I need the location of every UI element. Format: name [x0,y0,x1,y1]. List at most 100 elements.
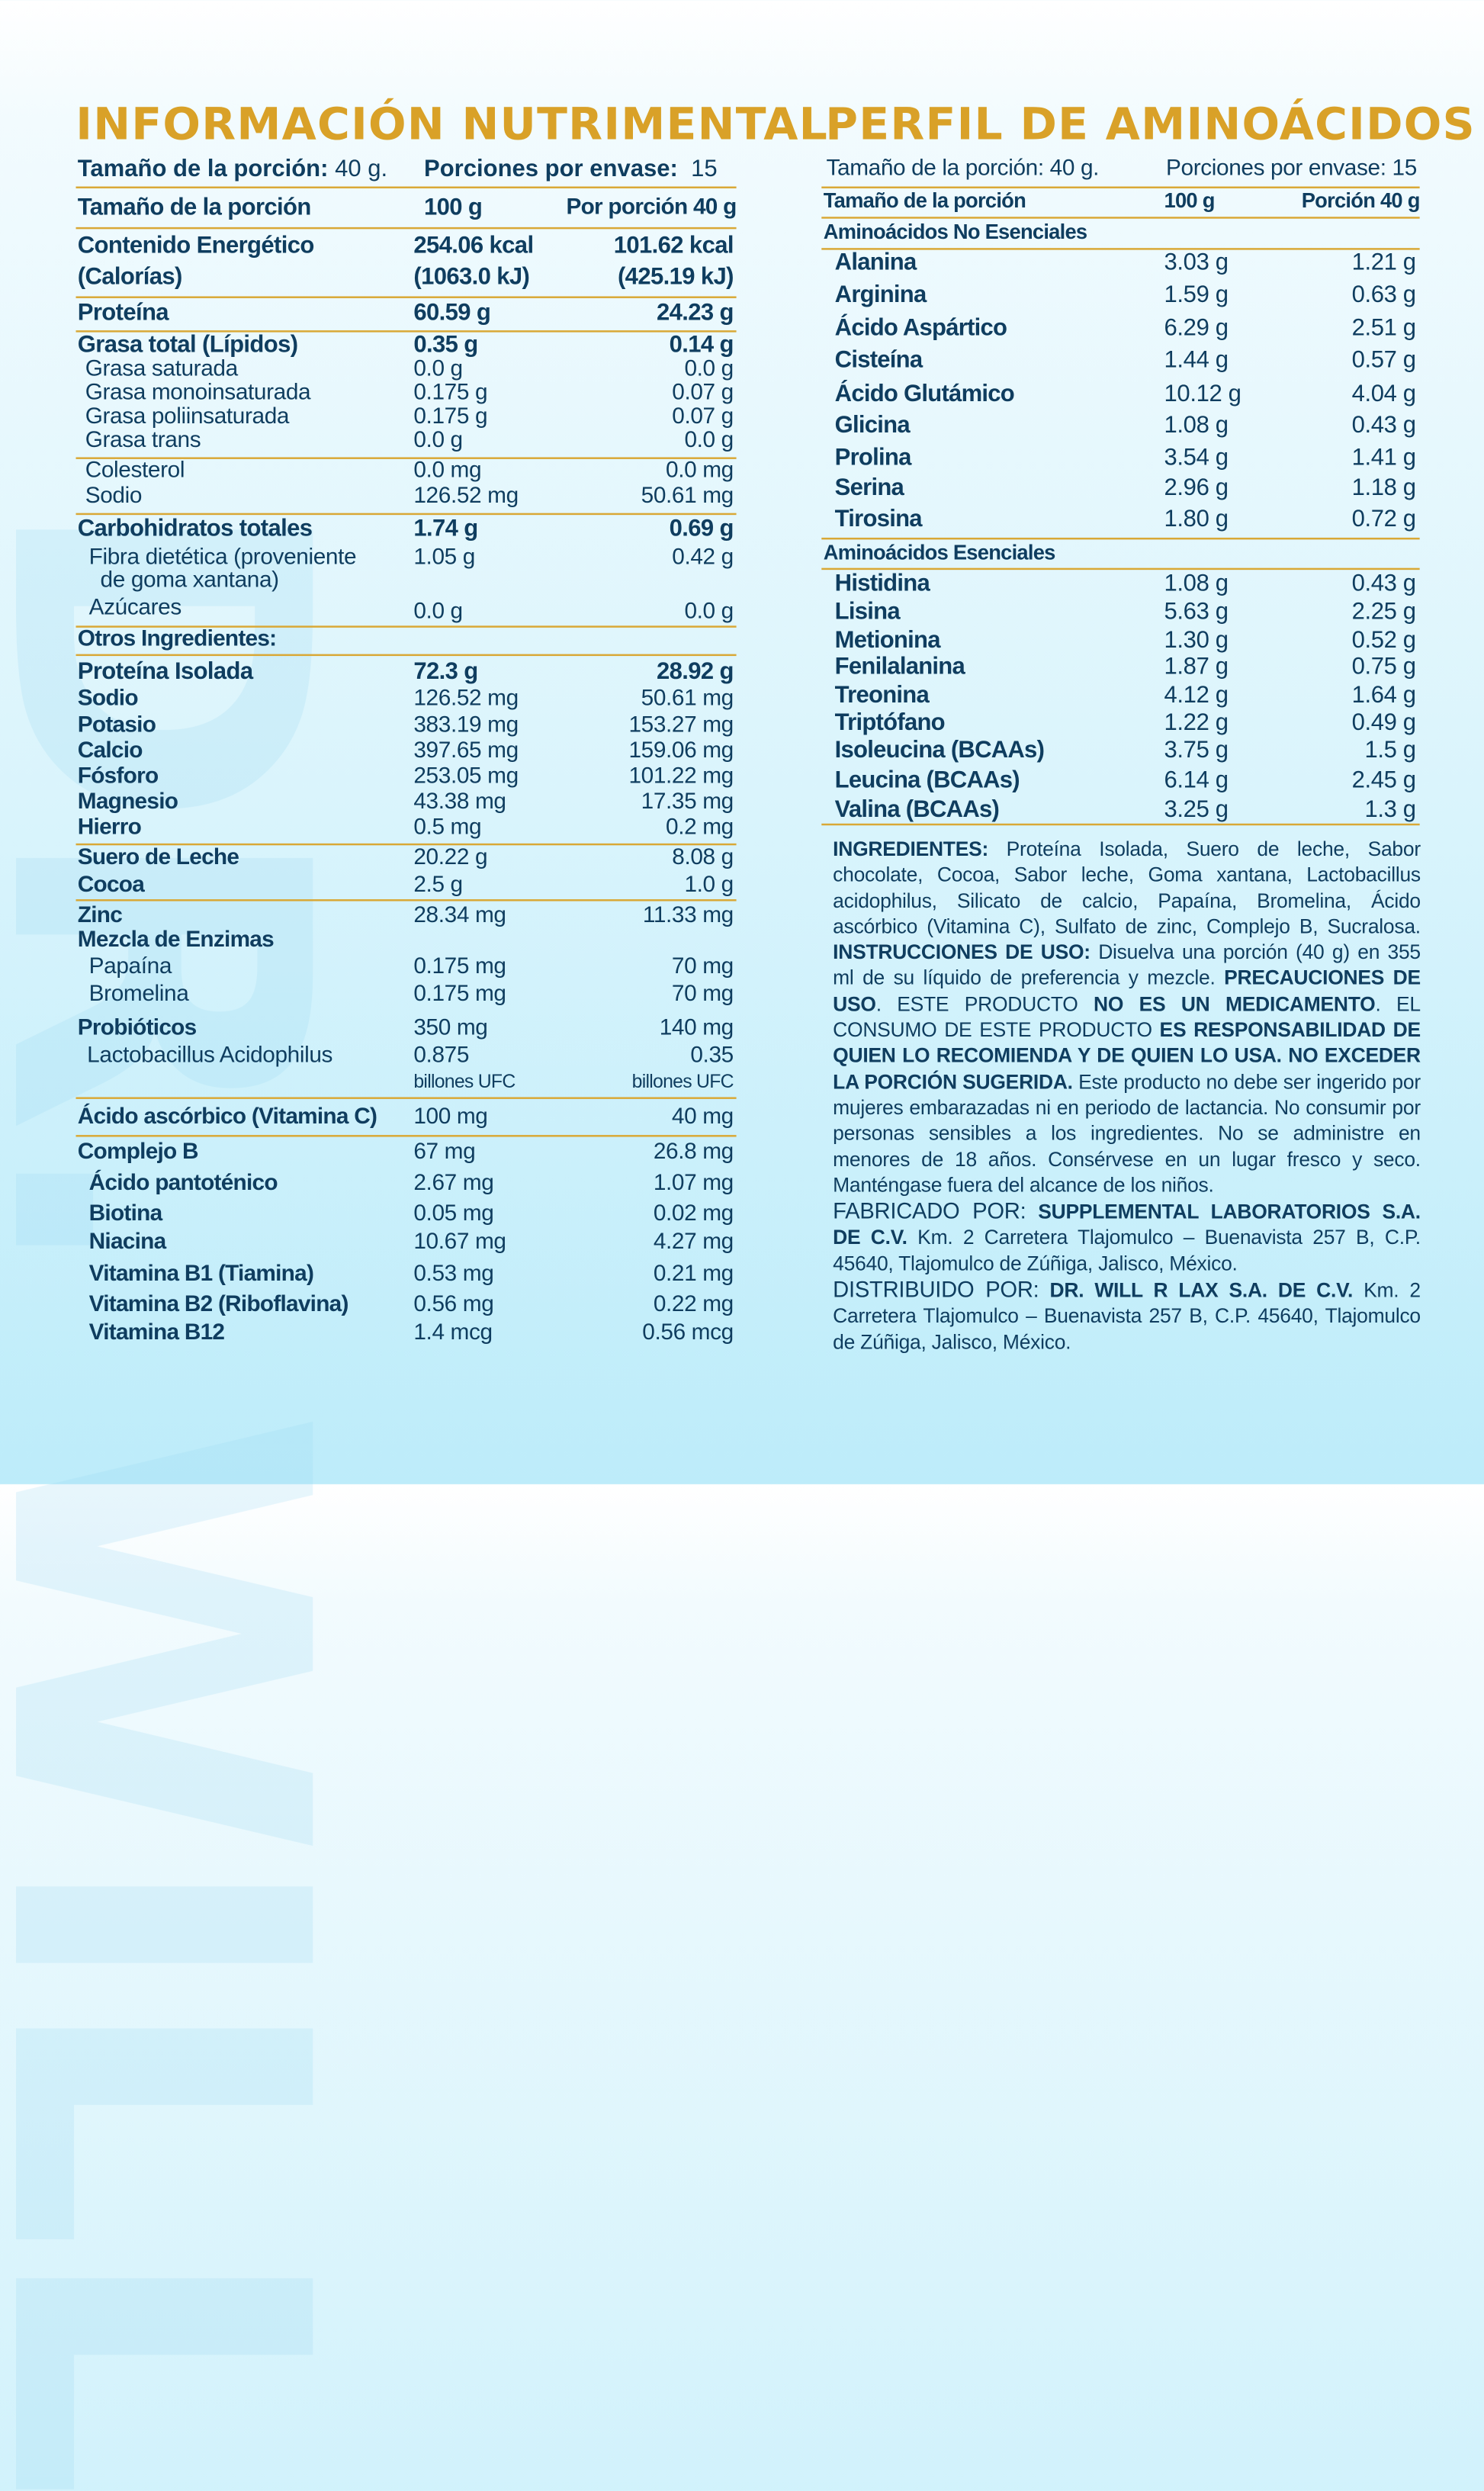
nutrition-row-value-portion: 0.0 g [684,355,734,382]
divider-line [75,330,737,333]
legal-text-segment: DISTRIBUIDO POR: [833,1277,1039,1302]
nutrition-row-value-portion: 0.56 mcg [642,1319,734,1345]
nutrition-row-label: Lactobacillus Acidophilus [87,1042,333,1068]
nutrition-row-value-100g: 0.35 g [413,331,478,358]
nutrition-row-value-100g: 0.175 g [413,379,488,406]
essential-amino-value-100g: 3.75 g [1164,736,1229,763]
essential-amino-value-portion: 0.75 g [1351,653,1416,680]
amino-serving-value: 40 g. [1049,155,1100,182]
nutrition-row-value-portion: 28.92 g [656,657,734,685]
essential-amino-label: Fenilalanina [834,653,965,680]
nutrition-row-value-portion: 1.07 mg [653,1169,734,1196]
nutrition-row-value-100g: 43.38 mg [413,788,506,815]
nutrition-row-value-100g: 0.175 g [413,403,488,429]
nutrition-row-label: Carbohidratos totales [77,515,313,542]
divider-line [821,217,1420,219]
nutrition-header-label: Tamaño de la porción [77,194,312,221]
essential-title: Aminoácidos Esenciales [823,540,1056,564]
nutrition-row-value-portion: 1.0 g [684,872,734,898]
nutrition-row-value-100g: 1.4 mcg [413,1319,493,1345]
amino-header-portion: Porción 40 g [1301,188,1421,213]
nutrition-row-label: Sodio [77,685,139,712]
nutrition-row-value-100g: (1063.0 kJ) [413,263,530,290]
amino-serving-label: Tamaño de la porción: [826,155,1044,182]
divider-line [821,823,1420,826]
essential-amino-label: Metionina [834,626,941,654]
non-essential-amino-label: Prolina [834,444,912,471]
divider-line [75,457,737,459]
nutrition-row-value-portion: 0.07 g [672,403,734,429]
nutrition-row-value-portion: 70 mg [671,953,734,979]
nutrition-row-value-portion: 0.69 g [669,515,734,542]
nutrition-row-value-portion: 70 mg [671,980,734,1007]
nutrition-row-label: Potasio [77,712,156,738]
non-essential-amino-value-portion: 1.18 g [1351,474,1416,501]
essential-amino-value-100g: 1.08 g [1164,570,1229,596]
non-essential-amino-value-portion: 0.63 g [1351,281,1416,308]
nutrition-row-value-portion: 140 mg [659,1014,734,1040]
nutrition-row-label: Magnesio [77,788,178,815]
non-essential-amino-value-100g: 1.80 g [1164,505,1229,532]
essential-amino-value-100g: 3.25 g [1164,796,1229,823]
nutrition-serving-line: Tamaño de la porción: 40 g. [78,153,387,184]
divider-line [75,654,737,657]
nutrition-row-value-portion: 0.21 mg [653,1261,734,1287]
nutrition-row-value-100g: 0.0 g [413,426,463,453]
serving-value: 40 g. [335,155,388,182]
nutrition-row-label: Vitamina B12 [88,1319,225,1345]
non-essential-amino-label: Glicina [834,411,911,439]
nutrition-row-value-portion: 26.8 mg [653,1139,734,1165]
nutrition-row-label: Cocoa [77,872,145,898]
nutrition-row-label: Grasa monoinsaturada [85,379,311,406]
nutrition-row-label: Sodio [85,482,143,509]
essential-amino-value-portion: 1.5 g [1364,736,1417,763]
nutrition-row-value-100g: 0.0 mg [413,457,482,483]
legal-text-bold: SUPPLEMENTAL LABORATORIOS S.A. DE C.V. [833,1200,1421,1249]
divider-line [75,227,737,230]
non-essential-amino-value-100g: 1.08 g [1164,411,1229,439]
divider-line [75,625,737,628]
nutrition-row-label: Grasa total (Lípidos) [77,331,298,358]
legal-text-segment: Proteína Isolada, Suero de leche, Sabor … [833,837,1421,938]
nutrition-row-label: Colesterol [85,457,185,483]
essential-amino-value-portion: 0.49 g [1351,709,1416,736]
nutrition-row-label: Complejo B [77,1139,199,1165]
divider-line [821,567,1420,571]
legal-text-segment: Este producto no debe ser ingerido por m… [833,1070,1421,1197]
serving-label: Tamaño de la porción: [77,155,329,182]
nutrition-row-value-100g: 67 mg [413,1139,476,1165]
nutrition-row-label: Ácido ascórbico (Vitamina C) [77,1104,377,1130]
essential-amino-value-100g: 1.22 g [1164,709,1229,736]
nutrition-row-label: Vitamina B1 (Tiamina) [88,1261,314,1287]
legal-text: INGREDIENTES: Proteína Isolada, Suero de… [833,837,1421,1355]
nutrition-row-value-portion: 40 mg [671,1104,734,1130]
nutrition-row-value-portion: 24.23 g [656,299,734,326]
nutrition-row-value-portion: 101.22 mg [628,763,734,789]
nutrition-row-value-100g: 2.67 mg [413,1169,494,1196]
divider-line [821,248,1420,250]
essential-amino-value-100g: 5.63 g [1164,598,1229,625]
non-essential-amino-label: Tirosina [834,505,923,532]
nutrition-row-value-portion: 0.0 g [684,598,734,624]
non-essential-amino-value-portion: 0.72 g [1351,505,1416,532]
nutrition-row-value-100g: 1.05 g [413,544,475,571]
essential-amino-value-portion: 0.43 g [1351,570,1416,596]
nutrition-portions-line: Porciones por envase: 15 [424,153,718,184]
nutrition-row-value-portion: 101.62 kcal [613,232,734,259]
essential-amino-label: Treonina [834,681,930,709]
nutrition-row-value-portion: 50.61 mg [641,685,734,712]
non-essential-amino-label: Arginina [834,281,927,308]
nutrition-row-value-portion [530,624,734,654]
essential-amino-value-portion: 2.45 g [1351,767,1416,794]
legal-text-bold: DR. WILL R LAX S.A. DE C.V. [1039,1278,1354,1302]
nutrition-row-label: Zinc [77,902,123,928]
nutrition-row-value-portion: 0.0 g [684,426,734,453]
non-essential-amino-value-100g: 1.59 g [1164,281,1229,308]
essential-amino-value-100g: 4.12 g [1164,681,1229,709]
nutrition-row-value-portion: 0.42 g [672,544,734,571]
nutrition-row-value-portion: 50.61 mg [641,482,734,509]
non-essential-title: Aminoácidos No Esenciales [823,219,1087,243]
nutrition-header-portion: Por porción 40 g [566,194,737,220]
nutrition-row-value-portion: (425.19 kJ) [617,263,734,290]
watermark-logo: DR. WILL [0,492,393,2491]
